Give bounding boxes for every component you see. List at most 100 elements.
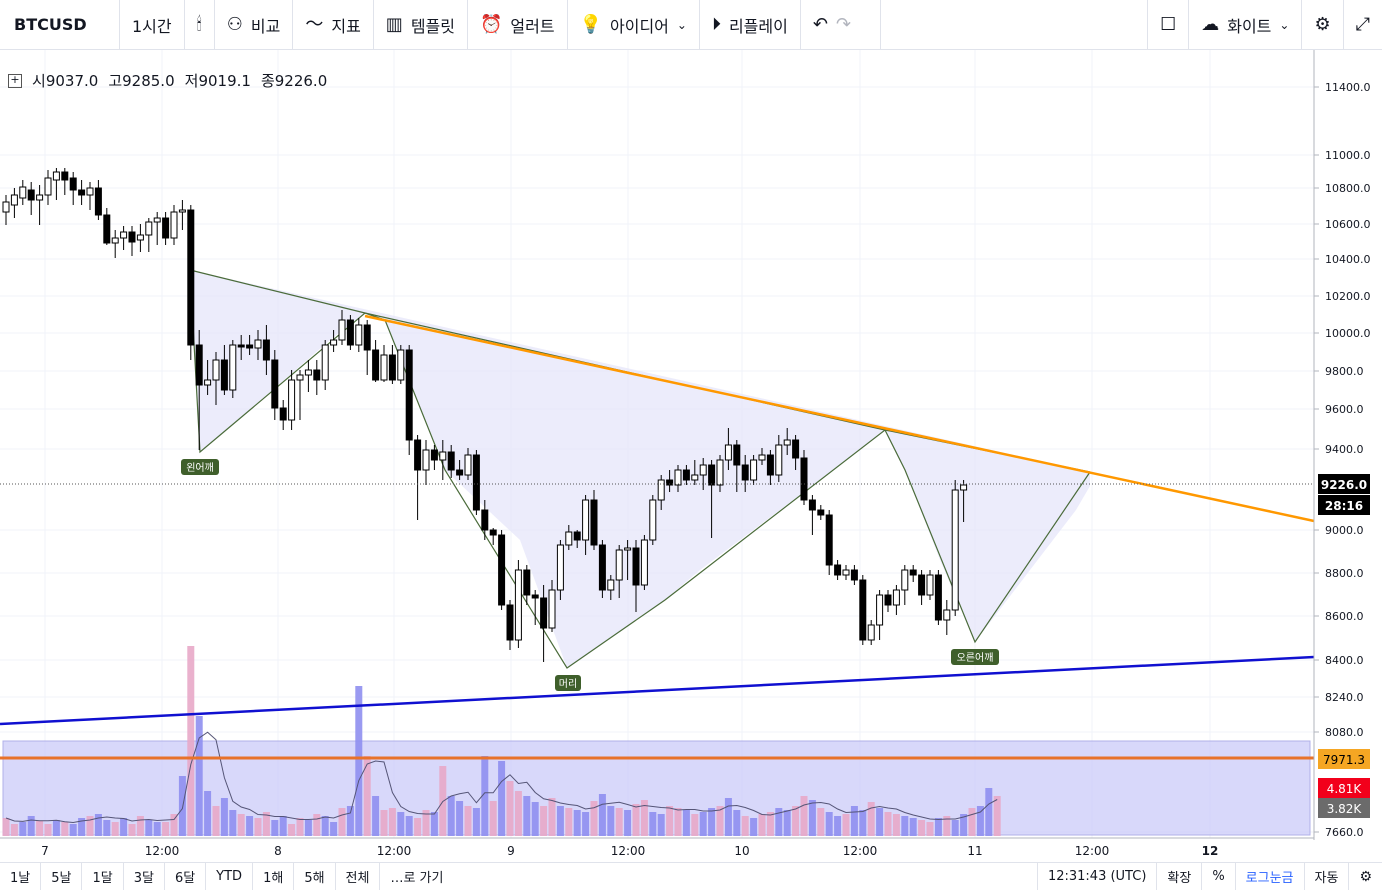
volume-bar [464, 806, 472, 836]
candle-body [960, 484, 968, 491]
volume-bar [422, 810, 430, 836]
price-axis[interactable]: 11400.0 11000.0 10800.0 10600.0 10400.0 10200… [1314, 81, 1371, 839]
candle-body [607, 579, 615, 591]
compare-button[interactable]: ⚇ 비교 [215, 0, 294, 50]
volume-bar [674, 808, 682, 836]
high-label: 고 [108, 72, 123, 90]
price-tick: 10400.0 [1325, 253, 1371, 266]
symbol-search[interactable]: BTCUSD [0, 0, 120, 50]
templates-button[interactable]: ▥ 템플릿 [374, 0, 468, 50]
replay-label: 리플레이 [728, 16, 788, 36]
low-label: 저 [184, 72, 199, 90]
undo-icon[interactable]: ↶ [812, 13, 828, 35]
candle-body [145, 221, 153, 236]
candle-body [792, 439, 800, 459]
range-1y[interactable]: 1해 [253, 862, 295, 890]
price-tick: 9400.0 [1325, 443, 1364, 456]
candle-body [212, 359, 220, 381]
svg-text:4.81K: 4.81K [1327, 782, 1363, 796]
price-tick: 11000.0 [1325, 149, 1371, 162]
fullscreen-button[interactable]: ⤢ [1344, 0, 1382, 50]
range-5y[interactable]: 5해 [294, 862, 336, 890]
collapse-legend-icon[interactable]: + [8, 73, 22, 88]
price-tick: 10600.0 [1325, 218, 1371, 231]
indicators-button[interactable]: 〜 지표 [293, 0, 374, 50]
settings-button[interactable]: ⚙ [1302, 0, 1344, 50]
candle-body [951, 489, 959, 611]
volume-bar [615, 808, 623, 836]
candle-body [162, 217, 170, 239]
chart-settings-button[interactable]: ⚙ [1348, 863, 1382, 890]
volume-bar [19, 822, 27, 836]
chart-area[interactable]: 왼어깨 머리 오른어깨 11400.0 11000.0 10800.0 10600.0… [0, 50, 1382, 862]
volume-bar [346, 806, 354, 836]
replay-button[interactable]: ⏵ 리플레이 [700, 0, 801, 50]
range-ytd[interactable]: YTD [206, 862, 254, 890]
range-6m[interactable]: 6달 [165, 862, 207, 890]
volume-bar [10, 824, 18, 836]
undo-redo: ↶ ↷ [801, 0, 881, 50]
chevron-down-icon: ⌄ [676, 17, 687, 32]
candle-body [363, 324, 371, 351]
range-all[interactable]: 전체 [336, 862, 381, 890]
candle-body [640, 539, 648, 586]
candle-body [94, 187, 102, 216]
price-tick: 7660.0 [1325, 826, 1364, 839]
candle-body [884, 594, 892, 606]
candle-body [388, 354, 396, 381]
ideas-button[interactable]: 💡 아이디어 ⌄ [568, 0, 700, 50]
theme-button[interactable]: ☁ 화이트 ⌄ [1189, 0, 1303, 50]
volume-bar [901, 816, 909, 836]
volume-bar [775, 808, 783, 836]
volume-bar [926, 822, 934, 836]
price-tick: 11400.0 [1325, 81, 1371, 94]
log-scale-button[interactable]: 로그눈금 [1234, 863, 1304, 890]
open-value: 9037.0 [45, 72, 99, 90]
candle-body [540, 597, 548, 629]
utc-clock[interactable]: 12:31:43 (UTC) [1036, 863, 1156, 890]
volume-bar [792, 806, 800, 836]
redo-icon[interactable]: ↷ [835, 13, 852, 35]
goto-date-button[interactable]: …로 가기 [390, 870, 444, 886]
templates-label: 템플릿 [410, 16, 455, 36]
alert-button[interactable]: ⏰ 얼러트 [468, 0, 568, 50]
range-1d[interactable]: 1날 [0, 862, 42, 890]
time-tick: 8 [274, 844, 282, 858]
range-5d[interactable]: 5날 [41, 862, 83, 890]
volume-bar [313, 814, 321, 836]
volume-bar [229, 810, 237, 836]
extended-hours-button[interactable]: 확장 [1156, 863, 1201, 890]
candle-body [136, 234, 144, 241]
volume-bar [976, 806, 984, 836]
volume-bar [867, 802, 875, 836]
candle-body [355, 324, 363, 346]
volume-bar [254, 818, 262, 836]
time-tick: 12:00 [377, 844, 412, 858]
downtrend-line[interactable] [364, 314, 1315, 523]
candle-body [859, 579, 867, 641]
time-axis[interactable]: 7 12:00 8 12:00 9 12:00 10 12:00 11 12:00 12 [41, 844, 1218, 858]
percent-scale-button[interactable]: % [1201, 863, 1234, 890]
auto-scale-button[interactable]: 자동 [1303, 863, 1349, 890]
volume-bar [548, 798, 556, 836]
price-tick: 9800.0 [1325, 365, 1364, 378]
candle-body [741, 464, 749, 481]
chart-style-button[interactable]: 🕯 [185, 0, 215, 50]
support-line[interactable] [0, 655, 1315, 726]
interval-selector[interactable]: 1시간 [120, 0, 185, 50]
volume-bar [103, 820, 111, 836]
candle-body [254, 339, 262, 349]
range-1m[interactable]: 1달 [82, 862, 124, 890]
layout-button[interactable]: ☐ [1147, 0, 1190, 50]
volume-bar [380, 810, 388, 836]
range-3m[interactable]: 3달 [124, 862, 165, 890]
candle-body [674, 469, 682, 486]
candle-body [716, 459, 724, 486]
top-toolbar: BTCUSD 1시간 🕯 ⚇ 비교 〜 지표 ▥ 템플릿 ⏰ 얼러트 💡 아이디… [0, 0, 1382, 50]
candle-body [909, 569, 917, 576]
price-chart[interactable]: 왼어깨 머리 오른어깨 11400.0 11000.0 10800.0 10600.0… [0, 50, 1382, 862]
volume-bar [750, 818, 758, 836]
ohlc-legend: + 시9037.0 고9285.0 저9019.1 종9226.0 [8, 70, 327, 91]
chevron-down-icon: ⌄ [1279, 17, 1290, 32]
candle-body [304, 369, 312, 376]
